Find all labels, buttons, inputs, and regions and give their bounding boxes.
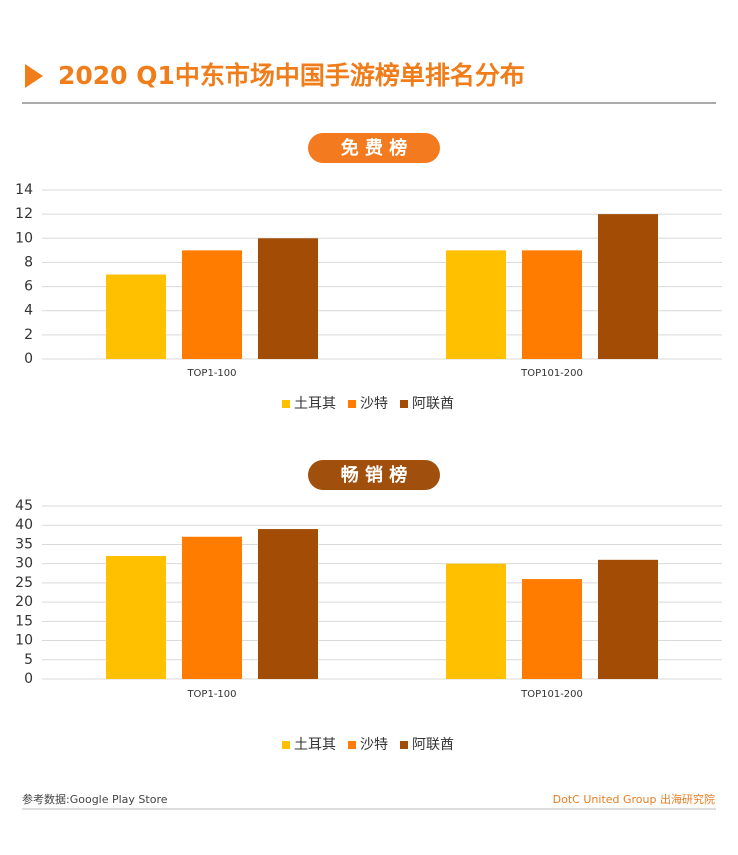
bar bbox=[522, 250, 582, 359]
y-tick-label: 6 bbox=[24, 279, 33, 295]
y-tick-label: 4 bbox=[24, 303, 33, 319]
bar bbox=[258, 238, 318, 359]
y-tick-label: 45 bbox=[15, 498, 33, 514]
y-tick-label: 0 bbox=[24, 351, 33, 367]
x-tick-label: TOP101-200 bbox=[520, 689, 583, 700]
bar bbox=[182, 250, 242, 359]
brand-note: DotC United Group 出海研究院 bbox=[553, 792, 715, 806]
bar bbox=[182, 536, 242, 679]
title-marker bbox=[25, 64, 43, 88]
y-tick-label: 8 bbox=[24, 254, 33, 270]
bar bbox=[598, 214, 658, 359]
chart-title: 畅 销 榜 bbox=[341, 464, 408, 486]
y-tick-label: 5 bbox=[24, 652, 33, 668]
source-note: 参考数据:Google Play Store bbox=[22, 792, 168, 806]
y-tick-label: 40 bbox=[15, 517, 33, 533]
y-tick-label: 30 bbox=[15, 556, 33, 572]
chart-title-pill bbox=[308, 133, 440, 163]
y-tick-label: 12 bbox=[15, 206, 33, 222]
x-tick-label: TOP1-100 bbox=[186, 689, 236, 700]
y-tick-label: 35 bbox=[15, 536, 33, 552]
legend-swatch bbox=[348, 400, 356, 408]
legend-swatch bbox=[400, 741, 408, 749]
bar bbox=[446, 250, 506, 359]
y-tick-label: 2 bbox=[24, 327, 33, 343]
y-tick-label: 0 bbox=[24, 671, 33, 687]
bar bbox=[106, 555, 166, 679]
legend-label: 阿联酋 bbox=[412, 395, 454, 412]
bar bbox=[258, 529, 318, 679]
y-tick-label: 20 bbox=[15, 594, 33, 610]
legend-label: 土耳其 bbox=[294, 737, 336, 753]
chart-title: 免 费 榜 bbox=[341, 137, 408, 159]
legend-label: 土耳其 bbox=[294, 396, 336, 412]
bar bbox=[598, 559, 658, 679]
x-tick-label: TOP101-200 bbox=[520, 368, 583, 379]
legend-label: 沙特 bbox=[360, 396, 388, 412]
legend-swatch bbox=[348, 741, 356, 749]
x-tick-label: TOP1-100 bbox=[186, 368, 236, 379]
bar bbox=[106, 274, 166, 359]
legend-swatch bbox=[282, 400, 290, 408]
legend-label: 沙特 bbox=[360, 737, 388, 753]
y-tick-label: 15 bbox=[15, 613, 33, 629]
page-title: 2020 Q1中东市场中国手游榜单排名分布 bbox=[58, 61, 525, 90]
y-tick-label: 10 bbox=[15, 230, 33, 246]
legend-label: 阿联酋 bbox=[412, 736, 454, 753]
bar bbox=[446, 563, 506, 679]
legend-swatch bbox=[400, 400, 408, 408]
y-tick-label: 14 bbox=[15, 182, 33, 198]
bar bbox=[522, 579, 582, 679]
chart-title-pill bbox=[308, 460, 440, 490]
legend-swatch bbox=[282, 741, 290, 749]
y-tick-label: 10 bbox=[15, 633, 33, 649]
y-tick-label: 25 bbox=[15, 575, 33, 591]
